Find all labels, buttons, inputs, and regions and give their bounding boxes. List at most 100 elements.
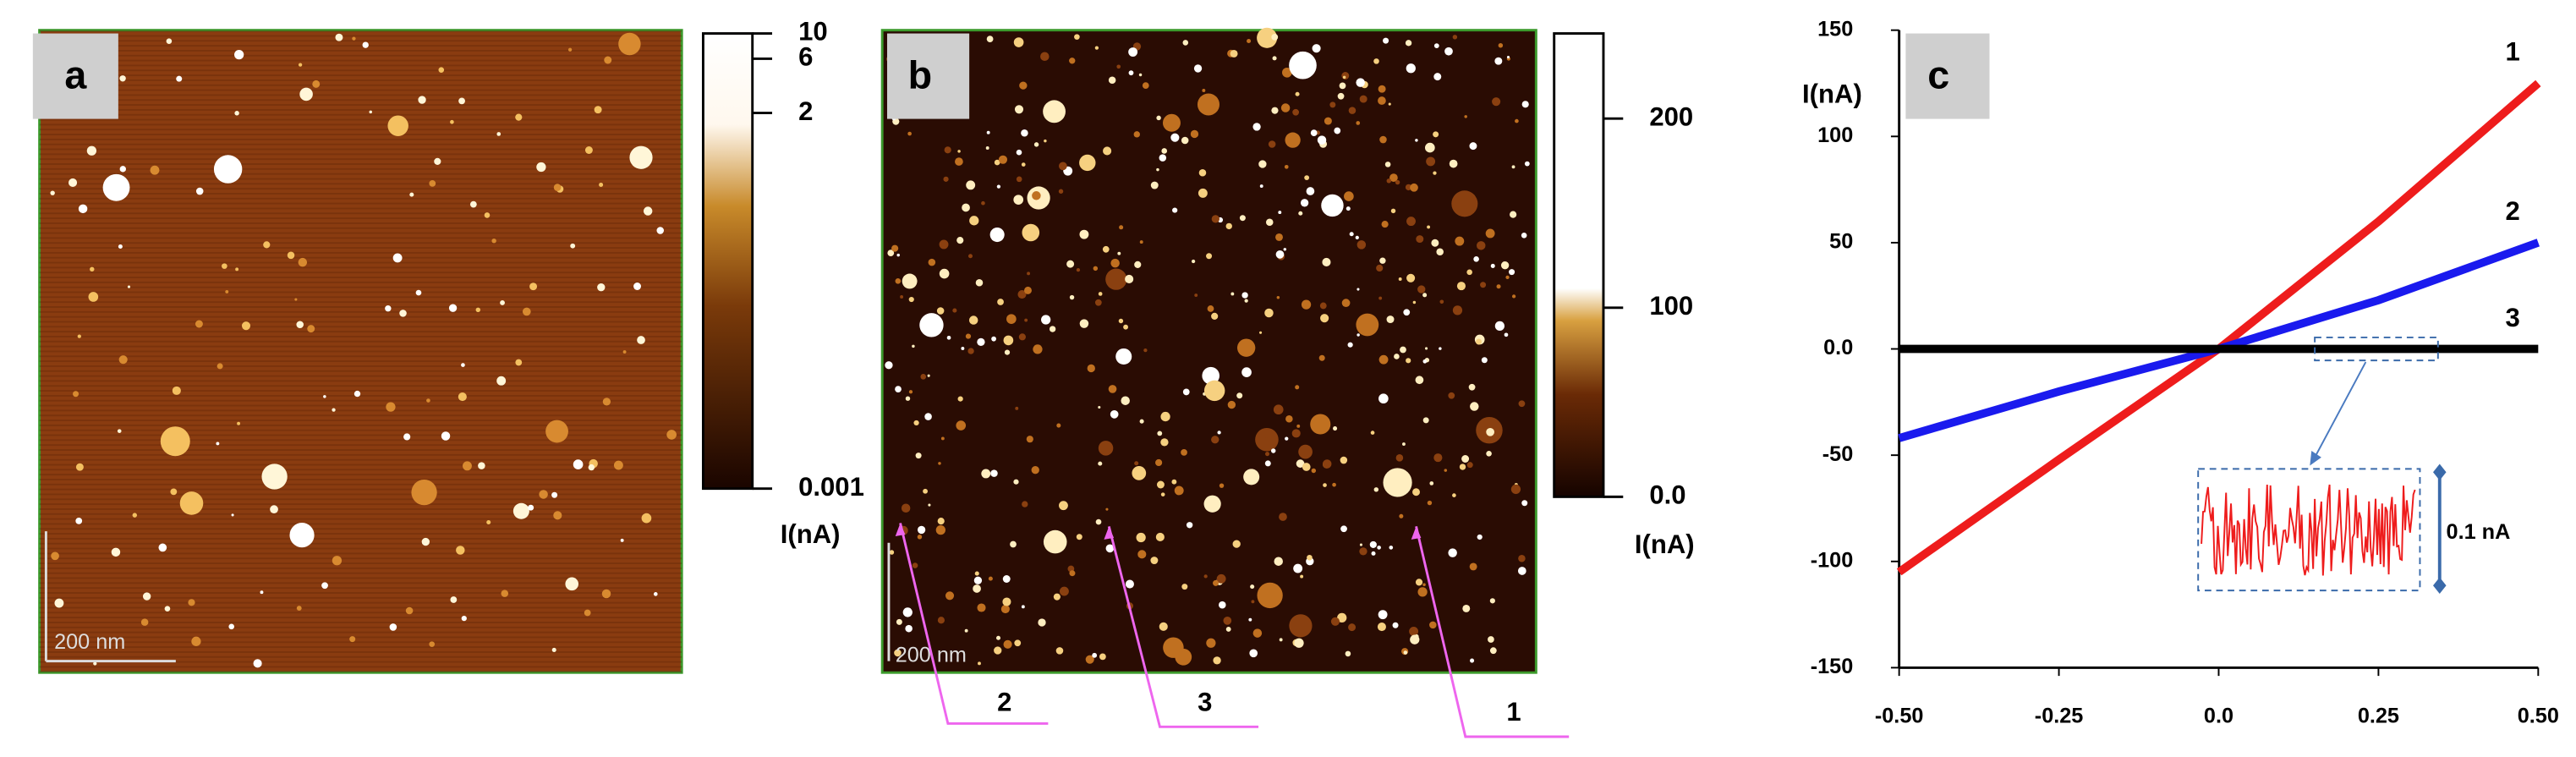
afm-speck (1223, 616, 1232, 625)
afm-speck (1415, 139, 1418, 142)
afm-speck (1425, 347, 1428, 350)
afm-speck (1276, 295, 1280, 299)
afm-speck (1433, 131, 1439, 138)
afm-speck (1059, 501, 1068, 511)
afm-speck (461, 616, 467, 622)
afm-speck (622, 350, 627, 354)
afm-image (880, 29, 1537, 674)
afm-speck (170, 488, 178, 496)
afm-speck (1348, 107, 1357, 114)
afm-speck (1466, 269, 1472, 276)
afm-speck (1160, 411, 1170, 422)
afm-speck (1138, 73, 1143, 77)
afm-speck (1449, 159, 1458, 168)
afm-speck (902, 607, 913, 617)
afm-speck (1013, 195, 1024, 205)
afm-speck (158, 543, 167, 552)
afm-speck (1162, 113, 1181, 132)
afm-speck (545, 420, 568, 443)
afm-speck (1004, 349, 1011, 355)
afm-speck (895, 386, 902, 393)
afm-speck (1241, 367, 1252, 377)
afm-speck (1451, 190, 1478, 217)
colorbar-title: I(nA) (781, 519, 841, 549)
afm-speck (1155, 458, 1163, 467)
afm-speck (1108, 76, 1116, 84)
afm-speck (102, 173, 130, 201)
afm-speck (905, 624, 913, 633)
afm-speck (889, 550, 895, 555)
panel-label: c (1927, 52, 1949, 96)
afm-speck (1322, 459, 1332, 469)
afm-speck (1433, 43, 1439, 49)
afm-speck (1041, 315, 1051, 325)
afm-speck (1230, 49, 1238, 58)
afm-speck (629, 145, 653, 169)
afm-speck (1394, 354, 1400, 359)
afm-speck (1024, 286, 1032, 294)
x-tick-label: 0.25 (2358, 704, 2399, 727)
afm-speck (1342, 75, 1346, 80)
y-tick-label: -50 (1822, 442, 1854, 466)
afm-speck (1059, 586, 1069, 596)
afm-speck (1098, 292, 1103, 296)
afm-speck (653, 592, 658, 596)
afm-speck (1207, 305, 1214, 312)
afm-speck (1021, 162, 1026, 167)
afm-speck (1381, 221, 1389, 228)
afm-speck (1412, 488, 1420, 496)
afm-speck (928, 258, 936, 266)
afm-speck (1469, 142, 1477, 151)
afm-speck (458, 97, 465, 105)
afm-speck (77, 334, 81, 338)
afm-speck (213, 155, 243, 184)
inset-trace (2201, 484, 2416, 576)
afm-speck (429, 180, 436, 187)
afm-speck (601, 589, 611, 599)
afm-speck (270, 505, 278, 513)
afm-speck (434, 157, 441, 165)
afm-speck (418, 96, 426, 104)
afm-speck (1349, 232, 1354, 237)
afm-speck (1116, 64, 1121, 69)
afm-speck (1157, 431, 1163, 436)
afm-speck (235, 267, 239, 272)
afm-speck (1383, 37, 1389, 44)
afm-speck (620, 538, 624, 542)
afm-speck (990, 469, 998, 477)
afm-speck (1156, 115, 1161, 121)
afm-speck (1066, 260, 1075, 268)
afm-speck (354, 390, 361, 398)
afm-speck (387, 115, 408, 136)
afm-speck (1248, 617, 1252, 622)
afm-speck (118, 355, 128, 365)
x-tick-label: -0.25 (2035, 704, 2084, 727)
afm-speck (1002, 597, 1011, 606)
afm-speck (237, 421, 241, 425)
afm-speck (1247, 38, 1252, 44)
afm-speck (1014, 639, 1022, 647)
afm-speck (1249, 649, 1258, 658)
afm-speck (415, 289, 422, 296)
afm-speck (1087, 364, 1095, 373)
afm-speck (570, 243, 576, 249)
afm-speck (1219, 601, 1226, 609)
afm-speck (1376, 264, 1384, 272)
panel-label-box (1905, 33, 1990, 119)
pointer-arrow (899, 523, 1049, 725)
afm-speck (920, 374, 927, 380)
afm-speck (966, 180, 976, 190)
afm-speck (1026, 436, 1033, 443)
afm-speck (1216, 573, 1226, 584)
afm-speck (294, 298, 298, 301)
afm-speck (1211, 215, 1219, 223)
afm-speck (352, 36, 356, 41)
afm-speck (1333, 426, 1338, 431)
afm-speck (1329, 101, 1336, 108)
afm-speck (1280, 103, 1291, 112)
afm-speck (179, 491, 204, 515)
afm-speck (389, 623, 397, 631)
afm-speck (1190, 129, 1199, 139)
afm-speck (602, 398, 611, 406)
afm-speck (896, 253, 900, 257)
